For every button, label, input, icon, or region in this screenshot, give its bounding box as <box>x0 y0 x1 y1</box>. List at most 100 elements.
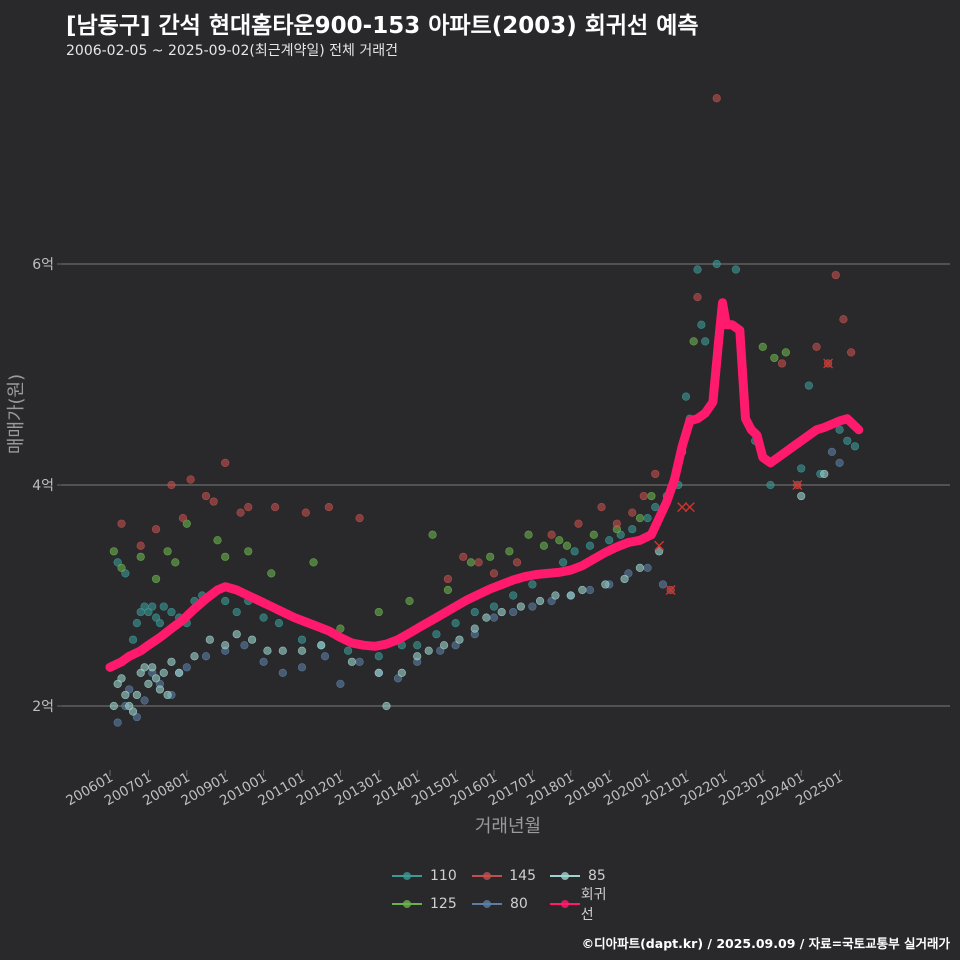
data-point-80 <box>201 652 211 661</box>
data-point-110 <box>132 619 141 628</box>
data-point-85 <box>125 701 134 711</box>
data-point-125 <box>589 530 598 539</box>
data-point-85 <box>551 591 560 600</box>
data-point-145 <box>209 497 218 506</box>
data-point-125 <box>486 552 495 561</box>
data-point-85 <box>113 679 122 689</box>
data-point-85 <box>535 596 545 606</box>
data-point-125 <box>428 530 437 539</box>
data-point-145 <box>712 94 721 103</box>
data-point-85 <box>439 641 449 650</box>
data-point-80 <box>297 663 307 672</box>
data-point-85 <box>121 690 130 700</box>
data-point-85 <box>635 563 645 572</box>
data-point-110 <box>835 425 844 434</box>
data-point-125 <box>781 348 790 357</box>
legend-item: 회귀선 <box>550 887 610 923</box>
y-tick-label: 2억 <box>32 699 54 715</box>
data-point-80 <box>320 652 330 661</box>
data-point-110 <box>616 530 625 539</box>
data-point-110 <box>693 265 702 274</box>
data-point-125 <box>443 585 453 595</box>
data-point-145 <box>812 342 821 351</box>
data-point-80 <box>336 679 345 689</box>
cancelled-mark-stroke <box>665 584 676 595</box>
legend-key-dot <box>483 900 491 908</box>
data-point-125 <box>267 569 276 578</box>
data-point-85 <box>397 668 406 677</box>
legend-key <box>472 870 502 882</box>
data-point-145 <box>271 503 280 512</box>
data-point-110 <box>528 580 537 589</box>
source-caption: ©디아파트(dapt.kr) / 2025.09.09 / 자료=국토교통부 실… <box>581 936 950 951</box>
data-point-85 <box>167 657 176 666</box>
legend-label: 110 <box>430 868 457 884</box>
data-point-85 <box>132 690 141 700</box>
cancelled-mark <box>665 584 676 595</box>
data-point-110 <box>343 646 353 655</box>
data-point-80 <box>240 641 249 650</box>
data-point-125 <box>309 558 318 567</box>
data-point-110 <box>712 259 721 269</box>
data-point-145 <box>167 480 176 490</box>
data-point-110 <box>628 525 637 534</box>
data-point-145 <box>831 270 840 280</box>
data-point-85 <box>163 690 172 700</box>
data-point-145 <box>777 359 787 368</box>
data-point-85 <box>140 663 149 672</box>
data-point-85 <box>516 602 525 611</box>
data-point-125 <box>117 563 126 572</box>
legend: 110 145 85 125 80 회귀선 <box>392 866 610 923</box>
data-point-110 <box>843 436 852 445</box>
data-point-145 <box>847 348 856 357</box>
data-point-145 <box>355 514 364 523</box>
data-point-125 <box>770 353 779 363</box>
x-axis-title: 거래년월 <box>475 816 541 837</box>
data-point-80 <box>278 668 287 677</box>
data-point-110 <box>697 320 706 329</box>
legend-label: 125 <box>430 896 457 912</box>
data-point-85 <box>820 469 829 479</box>
data-point-125 <box>555 536 564 545</box>
legend-label: 145 <box>509 868 536 884</box>
data-point-125 <box>635 514 645 523</box>
legend-key-dot <box>561 900 569 908</box>
data-point-110 <box>731 265 741 274</box>
data-point-145 <box>574 519 583 528</box>
data-point-80 <box>451 641 460 650</box>
data-point-110 <box>850 442 860 451</box>
data-point-85 <box>470 624 479 633</box>
data-point-125 <box>109 547 118 556</box>
data-point-85 <box>128 707 138 716</box>
data-point-80 <box>658 580 668 589</box>
data-point-110 <box>297 635 307 644</box>
data-point-145 <box>693 293 702 302</box>
chart-subtitle: 2006-02-05 ~ 2025-09-02(최근계약일) 전체 거래건 <box>66 43 398 59</box>
data-point-85 <box>247 635 257 644</box>
data-point-80 <box>585 585 595 595</box>
data-point-145 <box>839 315 848 324</box>
data-point-125 <box>505 547 514 556</box>
data-point-145 <box>443 574 453 584</box>
data-point-80 <box>835 458 844 468</box>
data-point-110 <box>274 619 284 628</box>
legend-label: 85 <box>588 868 606 884</box>
legend-key-dot <box>403 872 411 880</box>
data-point-125 <box>539 541 549 550</box>
data-point-85 <box>482 613 491 622</box>
data-point-80 <box>393 674 403 683</box>
cancelled-mark-stroke <box>654 540 665 551</box>
data-point-125 <box>647 491 656 501</box>
data-point-85 <box>374 668 383 677</box>
data-point-145 <box>244 503 253 512</box>
data-point-145 <box>324 503 333 512</box>
data-point-85 <box>413 652 422 661</box>
cancelled-mark-stroke <box>823 358 834 369</box>
data-point-85 <box>278 646 287 655</box>
data-point-145 <box>201 491 211 501</box>
data-point-145 <box>489 569 499 578</box>
data-point-80 <box>436 646 445 655</box>
data-point-145 <box>117 519 126 528</box>
data-point-85 <box>232 630 241 639</box>
